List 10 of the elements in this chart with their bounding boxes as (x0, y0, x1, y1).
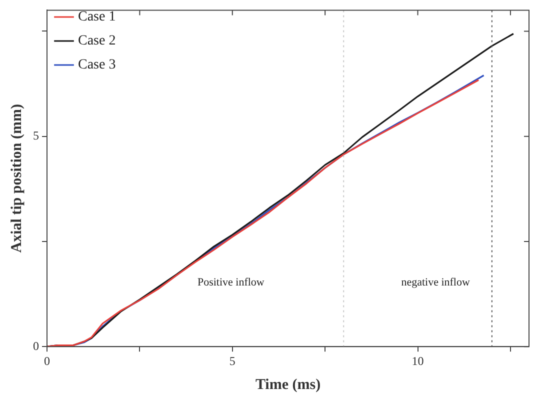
legend-label: Case 2 (78, 34, 116, 49)
y-axis-title: Axial tip position (mm) (8, 104, 25, 253)
x-tick-label: 0 (44, 354, 50, 368)
legend-label: Case 1 (78, 10, 116, 25)
x-tick-label: 10 (412, 354, 424, 368)
annotation: negative inflow (401, 276, 470, 289)
x-tick-label: 5 (229, 354, 236, 368)
x-axis-title: Time (ms) (255, 376, 321, 393)
legend-label: Case 3 (78, 58, 116, 73)
annotation: Positive inflow (197, 276, 264, 289)
